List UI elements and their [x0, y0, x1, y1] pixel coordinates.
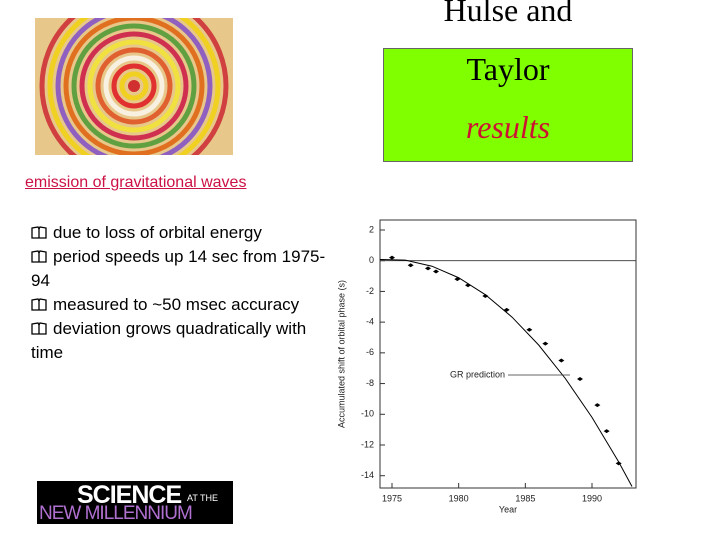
- bullet-icon: [31, 250, 47, 263]
- y-tick-label: -12: [361, 439, 374, 449]
- bullet: deviation grows quadratically with time: [31, 317, 331, 365]
- data-point: [594, 403, 601, 408]
- y-axis-label: Accumulated shift of orbital phase (s): [336, 280, 346, 428]
- y-tick-label: 2: [369, 224, 374, 234]
- data-point: [542, 341, 549, 346]
- bullet-text: deviation grows quadratically with time: [31, 319, 307, 362]
- y-tick-label: -10: [361, 409, 374, 419]
- gr-curve: [380, 258, 633, 487]
- data-point: [482, 294, 489, 299]
- circles-art: [35, 18, 233, 155]
- logo-text: NEW MILLENNIUM: [39, 503, 193, 524]
- y-tick-label: -8: [366, 378, 374, 388]
- bullet-text: period speeds up 14 sec from 1975-94: [31, 247, 326, 290]
- y-tick-label: -6: [366, 347, 374, 357]
- data-point: [603, 429, 610, 434]
- data-point: [433, 269, 439, 274]
- bullet-icon: [31, 226, 47, 239]
- data-point: [407, 263, 414, 268]
- logo-text: SCIENCE: [77, 481, 182, 509]
- bullet: due to loss of orbital energy: [31, 221, 331, 245]
- data-point: [577, 376, 583, 381]
- x-tick-label: 1990: [582, 493, 602, 503]
- y-tick-label: 0: [369, 255, 374, 265]
- bullet-icon: [31, 298, 47, 311]
- data-point: [526, 327, 533, 332]
- bullet-list: due to loss of orbital energy period spee…: [31, 221, 331, 365]
- x-tick-label: 1980: [449, 493, 469, 503]
- annotation: GR prediction: [450, 369, 505, 379]
- y-tick-label: -2: [366, 286, 374, 296]
- plot-frame: [379, 219, 637, 489]
- x-tick-label: 1975: [382, 493, 402, 503]
- bullet-text: measured to ~50 msec accuracy: [53, 295, 300, 314]
- bullet: measured to ~50 msec accuracy: [31, 293, 331, 317]
- data-point: [558, 358, 565, 363]
- title-box: [383, 48, 633, 162]
- data-point: [389, 255, 395, 260]
- y-tick-label: -4: [366, 317, 374, 327]
- bullet-text: due to loss of orbital energy: [53, 223, 262, 242]
- title-line: results: [465, 109, 551, 145]
- data-point: [425, 266, 431, 271]
- y-tick-label: -14: [361, 470, 374, 480]
- x-axis-label: Year: [499, 504, 517, 514]
- title-line: Hulse and: [443, 0, 573, 28]
- heading: emission of gravitational waves: [25, 174, 247, 191]
- title-line: Taylor: [466, 51, 550, 87]
- logo-text: AT THE: [187, 493, 219, 503]
- bullet: period speeds up 14 sec from 1975-94: [31, 245, 331, 293]
- x-tick-label: 1985: [515, 493, 535, 503]
- bullet-icon: [31, 322, 47, 335]
- logo: SCIENCE AT THE NEW MILLENNIUM: [37, 481, 233, 524]
